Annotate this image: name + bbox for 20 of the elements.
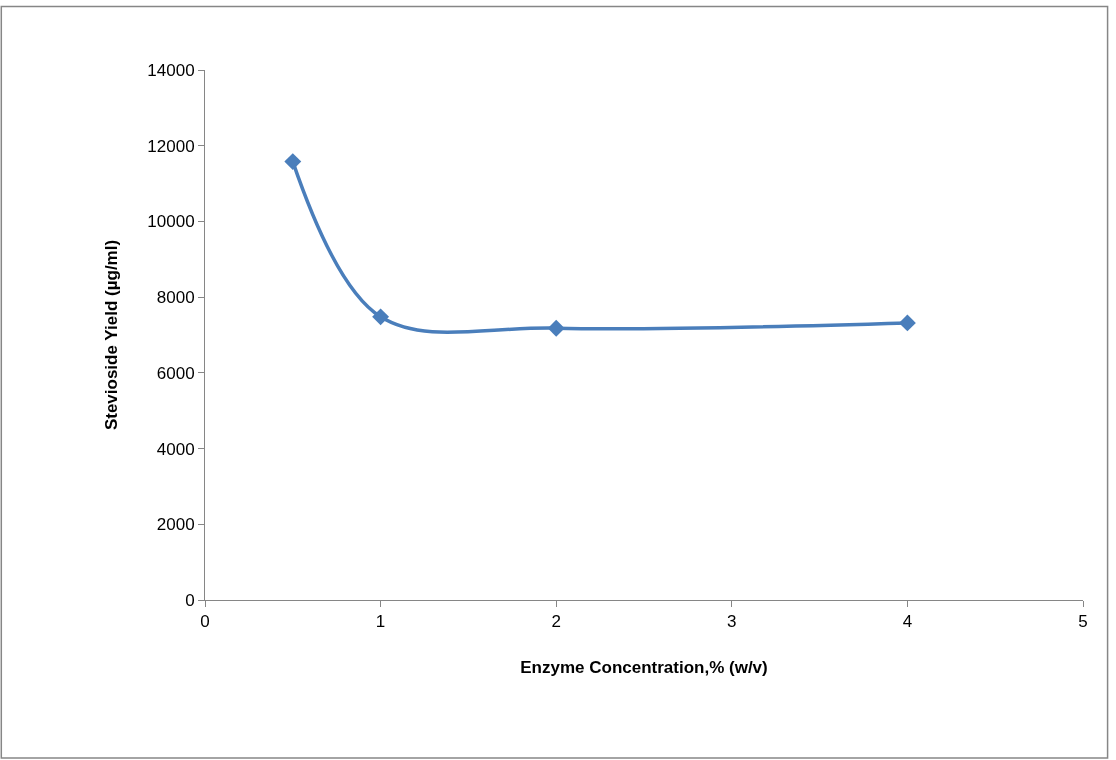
x-tick-label: 5 bbox=[1078, 612, 1088, 632]
x-tick-label: 0 bbox=[200, 612, 210, 632]
y-tick-label: 4000 bbox=[156, 439, 195, 459]
y-tick-label: 12000 bbox=[147, 136, 195, 156]
x-tick-label: 2 bbox=[551, 612, 561, 632]
y-tick-label: 6000 bbox=[156, 363, 195, 383]
x-axis-title: Enzyme Concentration,% (w/v) bbox=[520, 657, 768, 677]
y-tick-label: 10000 bbox=[147, 212, 195, 232]
x-tick-label: 3 bbox=[727, 612, 737, 632]
point bbox=[284, 153, 302, 171]
y-tick-label: 8000 bbox=[156, 288, 195, 308]
y-tick-label: 2000 bbox=[156, 515, 195, 535]
y-tick-label: 0 bbox=[185, 590, 195, 610]
point bbox=[898, 314, 916, 332]
x-tick-label: 4 bbox=[902, 612, 913, 632]
y-axis-title: Stevioside Yield (µg/ml) bbox=[101, 239, 121, 431]
point bbox=[547, 319, 565, 337]
x-tick-label: 1 bbox=[375, 612, 386, 632]
y-tick-label: 14000 bbox=[147, 60, 195, 80]
point bbox=[372, 308, 390, 326]
